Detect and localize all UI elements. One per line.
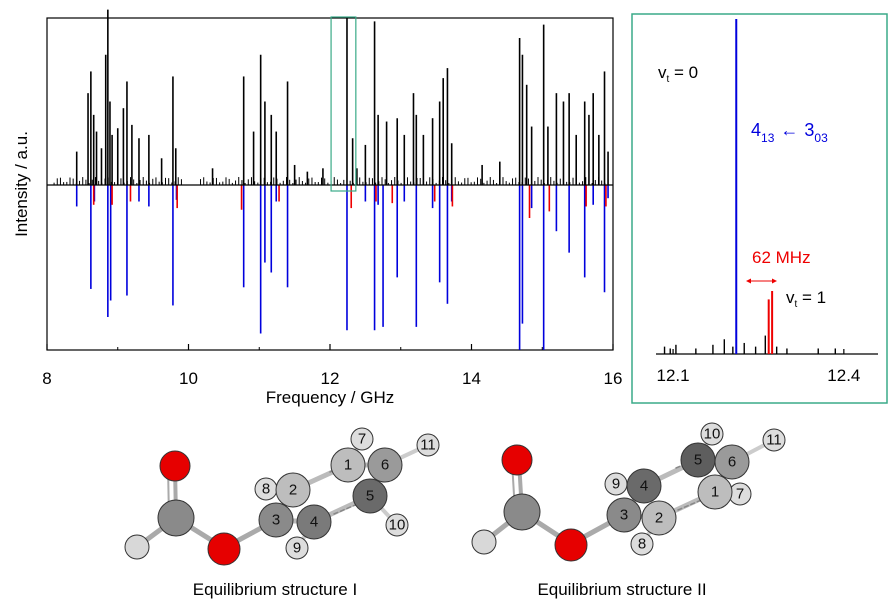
atom-5 [352, 478, 388, 514]
atom-label: 4 [310, 514, 318, 531]
structure-1-labels: 1 2 3 4 5 6 7 8 9 10 11 [262, 431, 436, 557]
structure-2-labels: 1 2 3 4 5 6 7 8 9 10 11 [612, 426, 782, 553]
atom-6 [714, 444, 750, 480]
x-tick-label: 16 [604, 369, 623, 388]
atom-8 [630, 532, 654, 556]
atom-label: 10 [704, 426, 721, 443]
atom-label: 7 [736, 486, 744, 503]
inset-x-tick-label: 12.4 [827, 366, 860, 385]
inset-vt0-label: vt = 0 [658, 63, 698, 85]
atom-10 [700, 422, 724, 446]
carbon-atom [503, 493, 541, 531]
atom-label: 6 [381, 457, 389, 474]
atom-label: 6 [728, 454, 736, 471]
atom-2 [275, 472, 311, 508]
atom-label: 4 [640, 478, 648, 495]
atom-label: 1 [344, 457, 352, 474]
inset-frame [631, 13, 888, 404]
inset-x-tick-label: 12.1 [657, 366, 690, 385]
atom-10 [385, 513, 409, 537]
structure-2: 1 2 3 4 5 6 7 8 9 10 11 Equilibrium stru… [471, 422, 786, 599]
atom-6 [367, 447, 403, 483]
y-axis-label: Intensity / a.u. [12, 131, 31, 237]
inset-spectrum: 12.1 12.4 vt = 0 413 ← 303 62 MHz vt = 1 [631, 13, 888, 404]
main-spectrum: 8 10 12 14 16 Frequency / GHz Intensity / a.… [12, 9, 623, 407]
structure-2-caption: Equilibrium structure II [537, 580, 706, 599]
atom-3 [258, 502, 294, 538]
atom-label: 3 [272, 512, 280, 529]
atom-4 [626, 468, 662, 504]
atom-label: 11 [420, 437, 436, 454]
hydrogen-atom [471, 529, 497, 555]
atom-label: 8 [262, 481, 270, 498]
atom-label: 8 [638, 536, 646, 553]
structure-1: 1 2 3 4 5 6 7 8 9 10 11 Equilibrium stru… [124, 427, 440, 599]
carbon-atom [157, 499, 195, 537]
atom-label: 3 [620, 507, 628, 524]
hydrogen-atom [124, 534, 150, 560]
oxygen-atom [554, 528, 588, 562]
atom-label: 9 [612, 476, 620, 493]
structure-2-atoms [471, 422, 786, 562]
atom-label: 1 [711, 484, 719, 501]
atom-label: 10 [389, 517, 406, 534]
x-axis-label: Frequency / GHz [266, 388, 395, 407]
inset-vt1-label: vt = 1 [786, 288, 826, 310]
splitting-arrow [746, 278, 777, 284]
atom-1 [330, 447, 366, 483]
atom-label: 2 [655, 510, 663, 527]
oxygen-atom [207, 532, 241, 566]
atom-9 [285, 536, 309, 560]
structure-1-caption: Equilibrium structure I [193, 580, 357, 599]
atom-2 [641, 500, 677, 536]
x-tick-label: 14 [462, 369, 481, 388]
atom-label: 5 [694, 452, 702, 469]
x-tick-label: 8 [42, 369, 51, 388]
oxygen-atom [159, 450, 191, 482]
atom-3 [606, 497, 642, 533]
atom-4 [296, 504, 332, 540]
x-tick-label: 10 [179, 369, 198, 388]
atom-label: 5 [366, 488, 374, 505]
inset-splitting-label: 62 MHz [752, 248, 811, 267]
atom-label: 7 [358, 431, 366, 448]
atom-1 [697, 474, 733, 510]
atom-11 [762, 428, 786, 452]
atom-11 [416, 433, 440, 457]
oxygen-atom [501, 444, 533, 476]
inset-highlight-box [330, 16, 357, 192]
inset-transition-label: 413 ← 303 [751, 120, 828, 145]
x-tick-label: 12 [321, 369, 340, 388]
atom-label: 11 [766, 432, 782, 449]
structure-1-atoms [124, 427, 440, 566]
atom-label: 9 [293, 540, 301, 557]
atom-7 [350, 427, 374, 451]
atom-label: 2 [289, 482, 297, 499]
